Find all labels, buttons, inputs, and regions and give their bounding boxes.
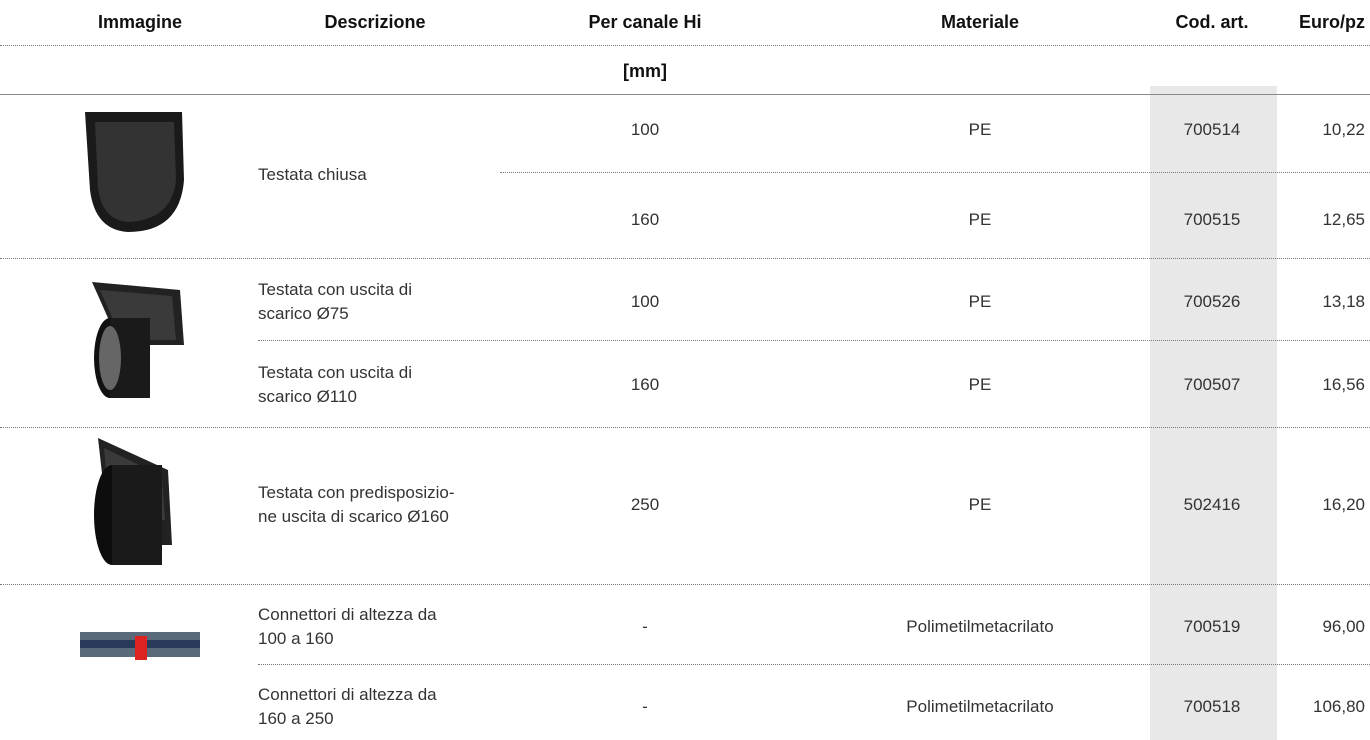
column-header: Immagine bbox=[97, 12, 183, 32]
column-header: Materiale bbox=[940, 12, 1020, 32]
article-code: 700514 bbox=[1183, 120, 1241, 139]
description: Testata con uscita di bbox=[258, 280, 413, 299]
material: PE bbox=[968, 292, 992, 311]
row-rule bbox=[500, 172, 1370, 173]
material: Polimetilmetacrilato bbox=[906, 617, 1054, 636]
description: Connettori di altezza da bbox=[258, 605, 437, 624]
column-header: Euro/pz bbox=[1299, 12, 1365, 32]
description: scarico Ø110 bbox=[258, 387, 357, 406]
article-code: 700507 bbox=[1183, 375, 1241, 394]
image-cap-outlet bbox=[92, 282, 184, 398]
article-code: 700518 bbox=[1183, 697, 1241, 716]
material: PE bbox=[968, 120, 992, 139]
column-header: Cod. art. bbox=[1175, 12, 1249, 32]
price: 13,18 bbox=[1322, 292, 1365, 311]
article-code: 502416 bbox=[1183, 495, 1241, 514]
description: 100 a 160 bbox=[258, 629, 334, 648]
description: 160 a 250 bbox=[258, 709, 334, 728]
header-rule-solid bbox=[0, 94, 1370, 95]
price: 16,56 bbox=[1322, 375, 1365, 394]
row-rule bbox=[0, 258, 1370, 259]
channel-height: - bbox=[642, 697, 648, 716]
description: Testata con predisposizio- bbox=[258, 483, 455, 502]
row-rule bbox=[0, 584, 1370, 585]
price: 12,65 bbox=[1322, 210, 1365, 229]
description: Testata con uscita di bbox=[258, 363, 413, 382]
price: 16,20 bbox=[1322, 495, 1365, 514]
article-code: 700519 bbox=[1183, 617, 1241, 636]
column-header: Per canale Hi bbox=[588, 12, 702, 32]
image-cap-predisposed bbox=[94, 438, 172, 565]
price: 106,80 bbox=[1313, 697, 1365, 716]
article-code: 700526 bbox=[1183, 292, 1241, 311]
material: Polimetilmetacrilato bbox=[906, 697, 1054, 716]
article-code: 700515 bbox=[1183, 210, 1241, 229]
price: 96,00 bbox=[1322, 617, 1365, 636]
row-rule bbox=[258, 664, 1370, 665]
code-band bbox=[1150, 86, 1277, 740]
channel-height: 100 bbox=[630, 292, 660, 311]
row-rule bbox=[0, 427, 1370, 428]
column-header: Descrizione bbox=[324, 12, 426, 32]
image-connector bbox=[80, 632, 200, 660]
description: Testata chiusa bbox=[258, 165, 367, 184]
description: ne uscita di scarico Ø160 bbox=[258, 507, 449, 526]
price: 10,22 bbox=[1322, 120, 1365, 139]
unit-label: [mm] bbox=[623, 61, 667, 81]
material: PE bbox=[968, 495, 992, 514]
material: PE bbox=[968, 375, 992, 394]
channel-height: 250 bbox=[630, 495, 660, 514]
channel-height: - bbox=[642, 617, 648, 636]
channel-height: 160 bbox=[630, 210, 660, 229]
description: Connettori di altezza da bbox=[258, 685, 437, 704]
channel-height: 160 bbox=[630, 375, 660, 394]
row-rule bbox=[258, 340, 1370, 341]
description: scarico Ø75 bbox=[258, 304, 349, 323]
channel-height: 100 bbox=[630, 120, 660, 139]
image-closed-cap bbox=[85, 112, 184, 232]
header-rule bbox=[0, 45, 1370, 46]
material: PE bbox=[968, 210, 992, 229]
